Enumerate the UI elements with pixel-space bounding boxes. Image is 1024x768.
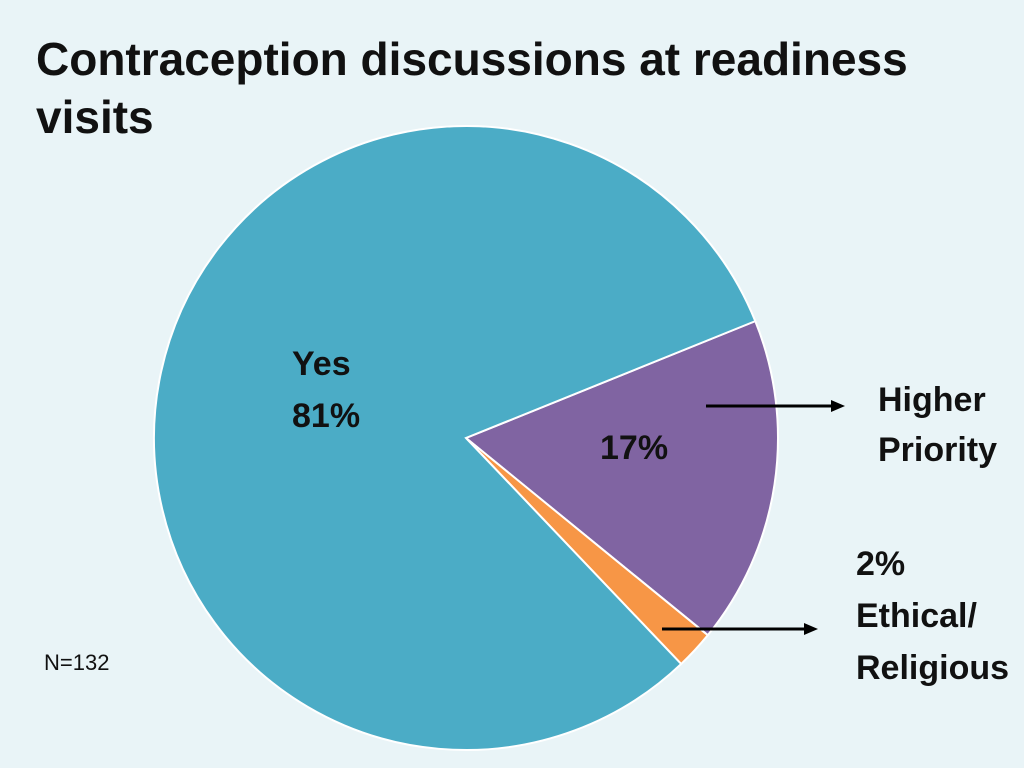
higher-priority-line1: Higher — [878, 381, 986, 419]
higher-priority-percent: 17% — [600, 429, 669, 467]
slice-yes — [153, 125, 757, 751]
slice-higher-priority — [464, 319, 779, 637]
higher-priority-annotation: Higher Priority — [878, 375, 997, 475]
higher-priority-arrow — [706, 400, 845, 412]
chart-title: Contraception discussions at readiness v… — [36, 33, 908, 143]
ethical-religious-annotation: 2% Ethical/ Religious — [856, 538, 1009, 694]
yes-label-name: Yes — [292, 345, 351, 383]
yes-label-percent: 81% — [292, 397, 361, 435]
ethical-religious-arrow — [662, 623, 818, 635]
ethical-line1: Ethical/ — [856, 597, 977, 635]
yes-label: Yes 81% — [292, 338, 360, 442]
pie-slices — [153, 125, 779, 751]
sample-size-note: N=132 — [44, 650, 110, 675]
ethical-line2: Religious — [856, 649, 1010, 687]
ethical-percent: 2% — [856, 545, 906, 583]
annotation-arrows — [662, 400, 845, 635]
higher-priority-line2: Priority — [878, 431, 998, 469]
